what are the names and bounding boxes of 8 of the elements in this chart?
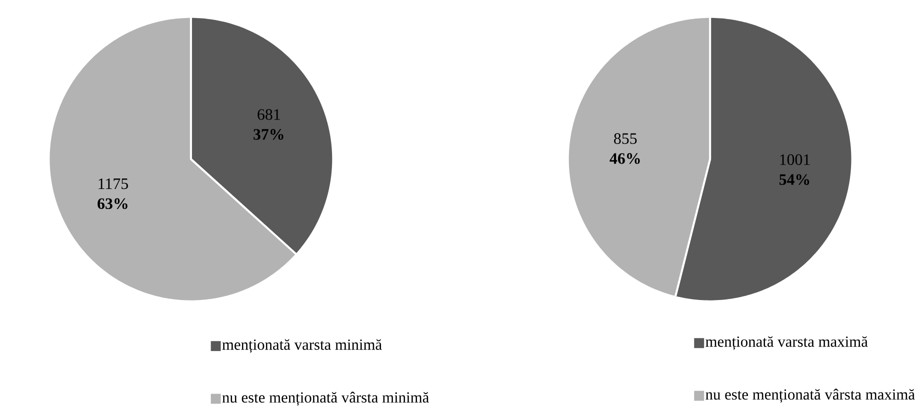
data-label: 1001 54% — [779, 154, 810, 186]
legend-label: nu este menționată vârsta minimă — [222, 392, 429, 406]
legend-label: menționată varsta maximă — [706, 336, 868, 350]
legend-label: menționată varsta minimă — [222, 339, 382, 354]
data-label: 1175 63% — [98, 178, 128, 210]
legend-label: nu este menționată vârsta maximă — [706, 388, 915, 403]
data-label: 855 46% — [610, 133, 640, 164]
data-label: 681 37% — [254, 109, 284, 140]
